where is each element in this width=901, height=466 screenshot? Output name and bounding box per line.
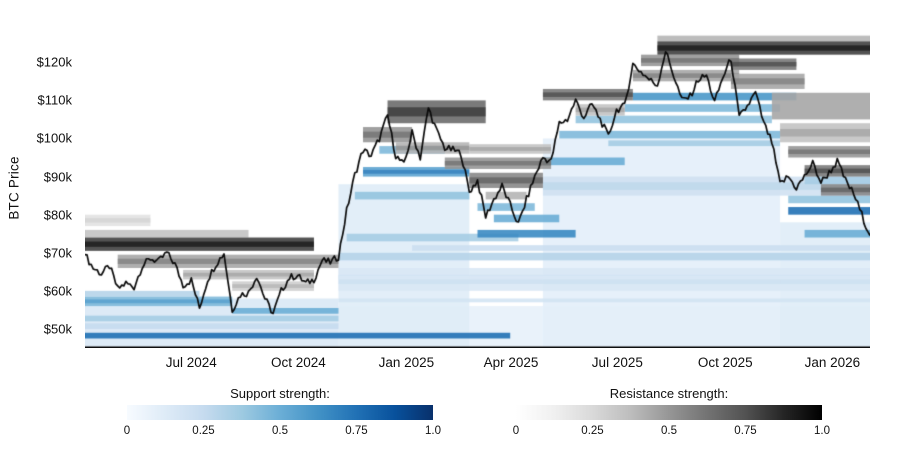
y-axis-tick-label: $120k — [36, 54, 72, 70]
x-axis-tick-label: Jan 2025 — [378, 355, 435, 370]
y-axis-tick-label: $110k — [37, 92, 72, 108]
support-legend-tick-label: 0.25 — [192, 425, 215, 437]
resistance-colorbar-ticks: 0 0.25 0.5 0.75 1.0 — [512, 425, 830, 439]
resistance-legend-tick-label: 0.75 — [734, 425, 757, 437]
x-axis-tick-label: Jul 2024 — [165, 355, 217, 370]
x-axis-tick-label: Oct 2025 — [697, 355, 753, 370]
resistance-strength-legend: Resistance strength: 0 0.25 0.5 0.75 1.0 — [512, 386, 830, 439]
y-axis-tick-label: $70k — [43, 245, 72, 261]
x-axis-tick-label: Oct 2024 — [271, 355, 326, 370]
resistance-legend-tick-label: 0 — [512, 425, 520, 437]
x-axis-tick-label: Jul 2025 — [591, 355, 643, 370]
support-colorbar — [127, 405, 433, 420]
support-legend-tick-label: 0.5 — [272, 425, 288, 437]
y-axis-tick-label: $100k — [36, 130, 72, 146]
support-legend-tick-label: 0.75 — [345, 425, 368, 437]
resistance-legend-tick-label: 0.5 — [661, 425, 677, 437]
resistance-legend-tick-label: 0.25 — [581, 425, 604, 437]
x-axis-tick-label: Jan 2026 — [804, 355, 861, 370]
resistance-legend-title: Resistance strength: — [609, 386, 729, 401]
y-axis-tick-label: $80k — [43, 207, 72, 223]
x-axis-tick-label: Apr 2025 — [483, 355, 539, 370]
y-axis-tick-label: $50k — [43, 321, 72, 337]
y-axis-tick-label: $60k — [43, 283, 72, 299]
support-legend-tick-label: 1.0 — [425, 425, 441, 437]
resistance-colorbar — [516, 405, 822, 420]
price-heatmap-canvas — [85, 28, 870, 348]
y-axis-tick-label: $90k — [43, 169, 72, 185]
support-legend-tick-label: 0 — [123, 425, 131, 437]
support-colorbar-ticks: 0 0.25 0.5 0.75 1.0 — [123, 425, 441, 439]
support-legend-title: Support strength: — [230, 386, 330, 401]
resistance-legend-tick-label: 1.0 — [814, 425, 830, 437]
support-strength-legend: Support strength: 0 0.25 0.5 0.75 1.0 — [123, 386, 441, 439]
